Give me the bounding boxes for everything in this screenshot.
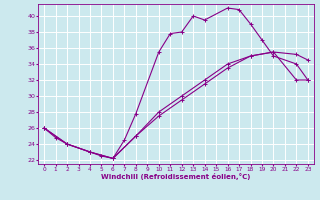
X-axis label: Windchill (Refroidissement éolien,°C): Windchill (Refroidissement éolien,°C) [101, 173, 251, 180]
